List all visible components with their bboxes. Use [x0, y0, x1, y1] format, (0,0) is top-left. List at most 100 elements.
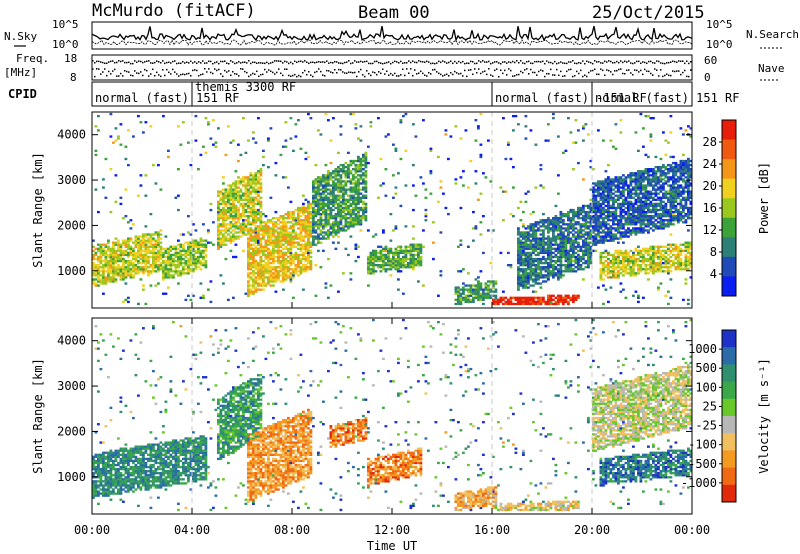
heatmap-cell: [207, 288, 210, 291]
heatmap-cell: [249, 268, 253, 271]
heatmap-cell: [567, 266, 570, 269]
heatmap-cell: [237, 192, 240, 195]
heatmap-cell: [312, 235, 315, 238]
heatmap-cell: [339, 214, 343, 218]
heatmap-cell: [292, 239, 295, 242]
heatmap-cell: [284, 259, 288, 263]
heatmap-cell: [352, 190, 355, 193]
heatmap-cell: [612, 272, 615, 275]
freq-mark: [480, 61, 482, 63]
heatmap-cell: [609, 212, 613, 216]
heatmap-cell: [144, 261, 148, 265]
heatmap-cell: [529, 266, 533, 269]
heatmap-cell: [329, 174, 333, 177]
freq-mark: [514, 61, 516, 64]
heatmap-cell: [167, 274, 170, 277]
heatmap-cell: [254, 263, 258, 267]
heatmap-cell: [257, 288, 260, 291]
nave-mark: [194, 69, 196, 71]
heatmap-cell: [289, 243, 293, 246]
heatmap-cell: [192, 255, 195, 259]
heatmap-cell: [532, 243, 535, 246]
heatmap-cell: [607, 214, 610, 218]
heatmap-cell: [352, 161, 355, 165]
heatmap-cell: [297, 253, 300, 257]
heatmap-cell: [524, 259, 528, 263]
heatmap-cell: [304, 229, 308, 232]
heatmap-cell: [342, 163, 345, 167]
heatmap-cell: [522, 257, 525, 261]
heatmap-cell: [537, 296, 540, 299]
heatmap-cell: [569, 221, 573, 224]
heatmap-cell: [389, 263, 393, 267]
freq-mark: [418, 60, 420, 62]
heatmap-cell: [607, 251, 610, 255]
freq-mark: [314, 61, 316, 64]
heatmap-cell: [274, 278, 278, 281]
heatmap-cell: [314, 182, 318, 185]
heatmap-cell: [587, 225, 590, 228]
heatmap-cell: [539, 286, 543, 289]
heatmap-cell: [264, 221, 268, 224]
heatmap-cell: [439, 270, 443, 273]
heatmap-cell: [254, 198, 258, 201]
nave-mark: [130, 74, 132, 77]
heatmap-cell: [314, 180, 318, 183]
heatmap-cell: [567, 235, 570, 238]
heatmap-cell: [259, 241, 263, 244]
heatmap-cell: [154, 266, 158, 269]
nave-mark: [222, 75, 224, 78]
heatmap-cell: [222, 188, 225, 191]
heatmap-cell: [457, 298, 460, 302]
heatmap-cell: [204, 263, 208, 267]
heatmap-cell: [347, 180, 350, 183]
freq-mark: [566, 62, 568, 65]
nave-mark: [102, 71, 104, 73]
heatmap-cell: [139, 253, 143, 257]
heatmap-cell: [464, 296, 468, 299]
heatmap-cell: [279, 245, 283, 248]
heatmap-cell: [192, 247, 195, 250]
nave-mark: [182, 73, 184, 75]
heatmap-cell: [114, 243, 118, 246]
heatmap-cell: [517, 268, 520, 271]
heatmap-cell: [244, 192, 248, 195]
heatmap-cell: [164, 255, 168, 259]
heatmap-cell: [527, 255, 530, 259]
heatmap-cell: [247, 263, 250, 267]
heatmap-cell: [222, 241, 225, 244]
heatmap-cell: [532, 300, 535, 304]
heatmap-cell: [394, 266, 398, 269]
heatmap-cell: [602, 182, 605, 185]
heatmap-cell: [517, 276, 520, 279]
heatmap-cell: [282, 231, 285, 234]
heatmap-cell: [557, 243, 560, 246]
heatmap-cell: [547, 227, 550, 230]
heatmap-cell: [227, 210, 230, 214]
heatmap-cell: [139, 261, 143, 265]
heatmap-cell: [344, 223, 348, 226]
heatmap-cell: [317, 202, 320, 206]
heatmap-cell: [244, 151, 248, 155]
nave-mark: [474, 68, 476, 70]
heatmap-cell: [592, 229, 595, 232]
nave-mark: [276, 71, 278, 74]
heatmap-cell: [414, 257, 418, 261]
heatmap-cell: [582, 243, 585, 246]
heatmap-cell: [349, 214, 353, 218]
heatmap-cell: [97, 278, 100, 281]
heatmap-cell: [267, 249, 270, 253]
heatmap-cell: [169, 249, 173, 253]
heatmap-cell: [244, 219, 248, 222]
heatmap-cell: [559, 241, 563, 244]
heatmap-cell: [297, 208, 300, 212]
heatmap-cell: [327, 214, 330, 218]
heatmap-cell: [607, 268, 610, 271]
heatmap-cell: [169, 247, 173, 250]
heatmap-cell: [234, 184, 238, 187]
heatmap-cell: [292, 270, 295, 273]
heatmap-cell: [554, 249, 558, 253]
heatmap-cell: [199, 245, 203, 248]
heatmap-cell: [249, 186, 253, 189]
heatmap-cell: [604, 214, 608, 218]
